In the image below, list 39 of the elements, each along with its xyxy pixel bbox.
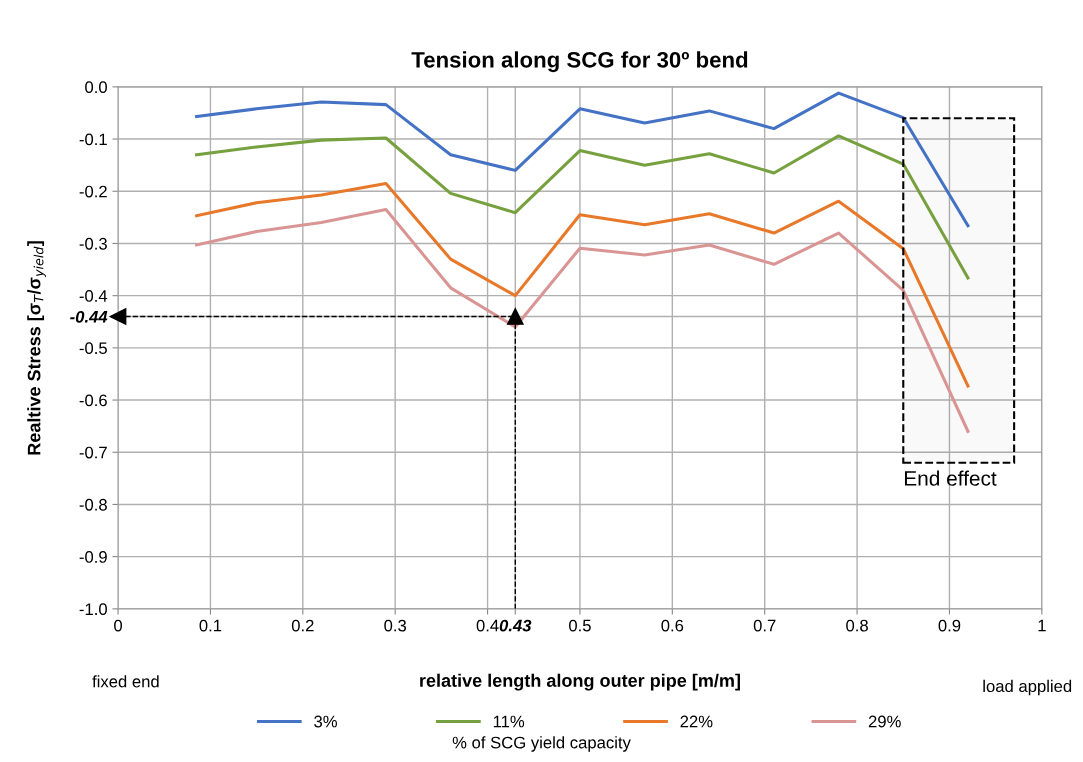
x-tick-label: 0.1	[199, 619, 222, 632]
x-tick-label: 0	[114, 619, 123, 632]
x-tick-label: 0.7	[753, 619, 776, 632]
x-tick-label: 0.3	[384, 619, 407, 632]
x-tick-label: 0.2	[291, 619, 314, 632]
line-series	[195, 208, 970, 433]
x-tick-label: 0.6	[661, 619, 684, 632]
y-tick-label: -0.5	[79, 342, 107, 355]
legend-label: 11%	[493, 715, 525, 728]
text: load applied	[983, 679, 1072, 696]
band-label: End effect	[904, 470, 997, 486]
line-series	[195, 181, 970, 388]
line-series	[195, 134, 970, 280]
text: fixed end	[92, 675, 159, 688]
legend-title: % of SCG yield capacity	[452, 736, 631, 752]
y-tick-label: -0.44	[70, 310, 108, 323]
x-axis-title: relative length along outer pipe [m/m]	[420, 673, 740, 691]
chart-title: Tension along SCG for 30º bend	[411, 51, 748, 73]
x-tick-label: 0.4	[476, 619, 499, 632]
y-tick-label: -1.0	[79, 603, 107, 616]
line-series	[195, 91, 970, 228]
x-tick-label: 0.5	[569, 619, 591, 632]
y-axis-title: Realtive Stress [σ$_{T}$/σ$_{yield}$]	[27, 241, 46, 455]
y-tick-label: -0.9	[79, 551, 107, 563]
x-tick-label: 0.43	[499, 619, 532, 632]
y-tick-label: -0.7	[79, 446, 107, 459]
y-tick-label: -0.1	[79, 133, 107, 146]
legend-label: 22%	[680, 715, 713, 728]
x-tick-label: 1	[1038, 619, 1046, 632]
x-tick-label: 0.9	[938, 619, 961, 632]
y-tick-label: 0.0	[85, 81, 107, 94]
x-tick-label: 0.8	[846, 619, 868, 632]
legend-label: 3%	[314, 715, 337, 728]
y-tick-label: -0.2	[79, 185, 107, 198]
y-tick-label: -0.6	[79, 394, 107, 407]
y-tick-label: -0.4	[79, 290, 108, 302]
y-tick-label: -0.3	[79, 237, 107, 250]
y-tick-label: -0.8	[79, 498, 107, 511]
legend-label: 29%	[868, 715, 901, 728]
